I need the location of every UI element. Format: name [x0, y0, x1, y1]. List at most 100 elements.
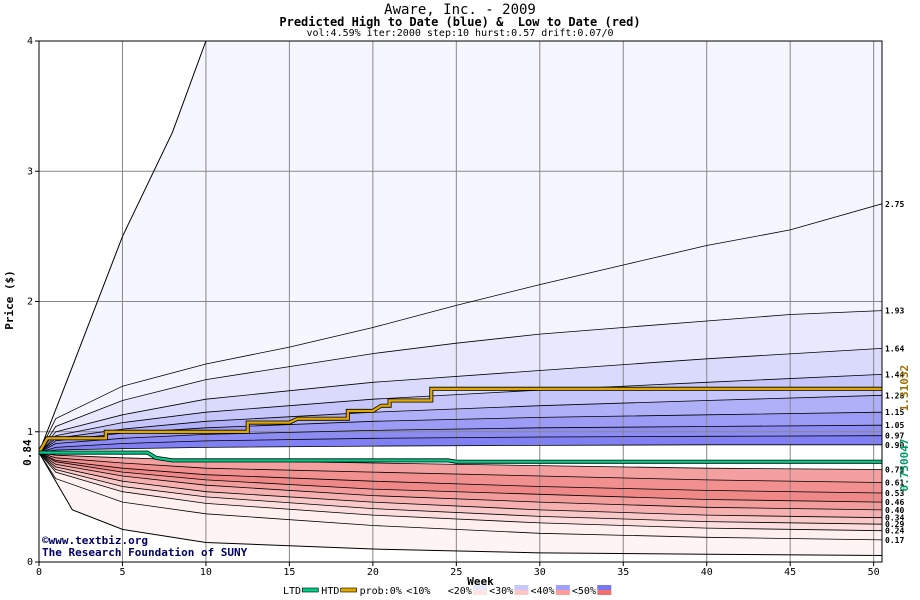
band-end-label-1: 0.97: [885, 432, 904, 441]
x-tick-label-5: 5: [119, 567, 125, 578]
current-price-label: 0.84: [21, 439, 34, 466]
low-band-line-7: [39, 452, 882, 532]
legend-label-2: prob:0%: [360, 586, 402, 597]
legend-line-swatch-0: [301, 587, 319, 593]
legend-label-3: <10%: [406, 586, 430, 597]
band-high-2: [39, 412, 882, 453]
x-tick-label-50: 50: [868, 567, 880, 578]
legend-swatch-bottom-5: [514, 590, 529, 595]
legend-line-swatch-1: [340, 587, 357, 593]
x-tick-label-0: 0: [36, 567, 42, 578]
high-band-line-1: [39, 435, 882, 453]
x-tick-label-40: 40: [701, 567, 713, 578]
band-high-5: [39, 348, 882, 453]
legend-swatch-bottom-4: [473, 590, 488, 595]
band-low-6: [39, 452, 882, 531]
y-tick-label-3: 3: [27, 166, 33, 177]
chart-title: Aware, Inc. - 2009: [384, 2, 536, 18]
x-axis-title: Week: [467, 575, 494, 588]
band-end-label-13: 0.40: [885, 506, 904, 515]
y-tick-label-1: 1: [27, 427, 33, 438]
band-low-1: [39, 452, 882, 493]
x-tick-label-10: 10: [200, 567, 212, 578]
x-tick-label-15: 15: [283, 567, 295, 578]
band-high-6: [39, 310, 882, 453]
band-end-label-2: 1.05: [885, 421, 904, 430]
x-tick-label-20: 20: [367, 567, 379, 578]
x-tick-label-30: 30: [534, 567, 546, 578]
band-low-7: [39, 452, 882, 540]
x-tick-label-35: 35: [617, 567, 629, 578]
band-end-label-0: 0.90: [885, 441, 904, 450]
min-low-line: [39, 452, 882, 556]
band-end-label-12: 0.46: [885, 498, 904, 507]
low-band-line-5: [39, 452, 882, 519]
chart-subtitle: Predicted High to Date (blue) & Low to D…: [279, 15, 641, 29]
band-end-label-16: 0.24: [885, 527, 904, 536]
legend-label-4: <20%: [448, 586, 472, 597]
band-high-outer: [39, 41, 882, 453]
band-end-label-9: 0.71: [885, 466, 904, 475]
htd-end-value-label: 1.31032: [898, 365, 911, 411]
high-band-line-7: [39, 310, 882, 453]
band-end-label-7: 1.93: [885, 307, 904, 316]
band-high-3: [39, 395, 882, 453]
plot-area: [39, 41, 882, 562]
legend-label-5: <30%: [489, 586, 513, 597]
band-end-label-6: 1.64: [885, 344, 904, 353]
x-tick-label-25: 25: [450, 567, 462, 578]
band-end-label-4: 1.28: [885, 391, 904, 400]
band-low-0: [39, 452, 882, 483]
band-end-label-5: 1.44: [885, 370, 904, 379]
legend-swatch-top-6: [555, 585, 570, 590]
legend-label-6: <40%: [531, 586, 555, 597]
legend-swatch-top-3: [431, 585, 446, 590]
legend-label-0: LTD: [283, 586, 301, 597]
legend-swatch-top-4: [473, 585, 488, 590]
legend-swatch-top-5: [514, 585, 529, 590]
band-end-label-3: 1.15: [885, 408, 904, 417]
legend-swatch-top-7: [597, 585, 612, 590]
legend-label-1: HTD: [321, 586, 339, 597]
legend-swatch-bottom-6: [555, 590, 570, 595]
low-band-line-1: [39, 452, 882, 483]
max-high-line: [39, 41, 207, 453]
low-band-line-3: [39, 452, 882, 503]
band-end-label-10: 0.61: [885, 479, 904, 488]
band-end-label-8: 2.75: [885, 200, 904, 209]
high-band-line-5: [39, 374, 882, 453]
band-low-3: [39, 452, 882, 510]
high-band-line-0: [39, 444, 882, 453]
chart-params: vol:4.59% iter:2000 step:10 hurst:0.57 d…: [306, 28, 614, 39]
low-band-line-4: [39, 452, 882, 511]
ltd-end-value-label: 0.750047: [898, 439, 911, 492]
y-tick-label-4: 4: [27, 36, 33, 47]
copyright-url: ©www.textbiz.org: [42, 534, 148, 547]
band-low-outer: [39, 452, 882, 556]
band-high-0: [39, 435, 882, 453]
band-end-label-17: 0.17: [885, 536, 904, 545]
band-end-label-11: 0.53: [885, 489, 904, 498]
band-end-label-15: 0.29: [885, 520, 904, 529]
copyright-org: The Research Foundation of SUNY: [42, 546, 248, 559]
x-tick-label-45: 45: [784, 567, 796, 578]
band-end-label-14: 0.34: [885, 514, 904, 523]
low-band-line-2: [39, 452, 882, 494]
high-band-line-6: [39, 348, 882, 453]
high-band-line-2: [39, 424, 882, 453]
htd-series-line: [39, 387, 882, 454]
band-low-4: [39, 452, 882, 518]
band-high-7: [39, 203, 882, 453]
legend-label-7: <50%: [572, 586, 596, 597]
y-tick-label-0: 0: [27, 557, 33, 568]
y-axis-title: Price ($): [3, 270, 16, 330]
low-band-line-8: [39, 452, 882, 541]
legend-swatch-bottom-7: [597, 590, 612, 595]
band-high-4: [39, 374, 882, 453]
ltd-series-line: [39, 451, 882, 463]
band-low-5: [39, 452, 882, 525]
y-tick-label-2: 2: [27, 297, 33, 308]
low-band-line-6: [39, 452, 882, 525]
high-band-line-8: [39, 203, 882, 453]
